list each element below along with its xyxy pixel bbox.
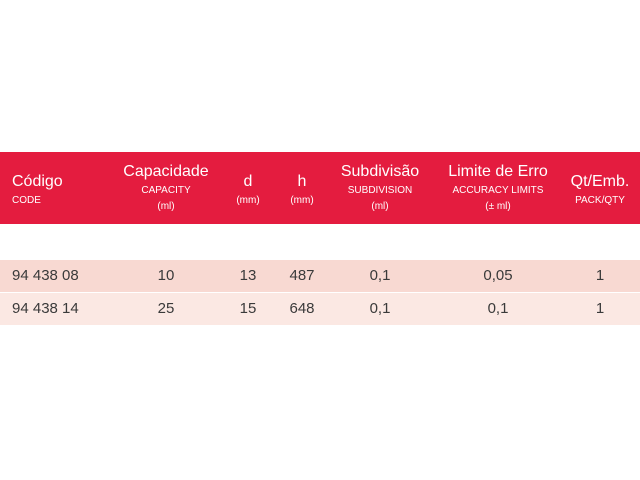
table-row: 94 438 14 25 15 648 0,1 0,1 1 [0, 293, 640, 325]
cell-subdivision: 0,1 [369, 267, 391, 284]
header-code: Código CODE [12, 152, 112, 224]
header-capacity: Capacidade CAPACITY (ml) [112, 152, 220, 224]
header-subdivision-unit: (ml) [371, 201, 389, 212]
header-h-label: h [297, 173, 307, 190]
header-subdivision-sublabel: SUBDIVISION [347, 185, 413, 196]
header-code-sublabel: CODE [12, 195, 41, 206]
cell-limit: 0,05 [483, 267, 513, 284]
cell-d: 13 [239, 267, 257, 284]
cell-qty: 1 [595, 267, 605, 284]
header-d: d (mm) [228, 152, 268, 224]
header-limit-unit: (± ml) [485, 201, 511, 212]
cell-d: 15 [239, 300, 257, 317]
header-limit-sublabel: ACCURACY LIMITS [452, 185, 544, 196]
cell-code: 94 438 14 [12, 300, 79, 317]
cell-limit: 0,1 [487, 300, 509, 317]
table-row: 94 438 08 10 13 487 0,1 0,05 1 [0, 260, 640, 292]
header-h: h (mm) [280, 152, 324, 224]
header-d-unit: (mm) [236, 195, 260, 206]
header-qty-label: Qt/Emb. [570, 173, 630, 190]
header-subdivision-label: Subdivisão [340, 163, 420, 180]
table-header: Código CODE Capacidade CAPACITY (ml) d (… [0, 152, 640, 224]
header-capacity-unit: (ml) [157, 201, 175, 212]
cell-capacity: 10 [157, 267, 175, 284]
header-capacity-label: Capacidade [123, 163, 209, 180]
cell-code: 94 438 08 [12, 267, 79, 284]
cell-h: 648 [289, 300, 315, 317]
header-code-label: Código [12, 173, 63, 190]
cell-qty: 1 [595, 300, 605, 317]
header-subdivision: Subdivisão SUBDIVISION (ml) [330, 152, 430, 224]
cell-capacity: 25 [157, 300, 175, 317]
header-capacity-sublabel: CAPACITY [141, 185, 191, 196]
cell-subdivision: 0,1 [369, 300, 391, 317]
cell-h: 487 [289, 267, 315, 284]
header-h-unit: (mm) [290, 195, 314, 206]
header-qty-sublabel: PACK/QTY [575, 195, 625, 206]
header-d-label: d [243, 173, 253, 190]
header-qty: Qt/Emb. PACK/QTY [562, 152, 638, 224]
header-limit: Limite de Erro ACCURACY LIMITS (± ml) [432, 152, 564, 224]
header-limit-label: Limite de Erro [448, 163, 548, 180]
